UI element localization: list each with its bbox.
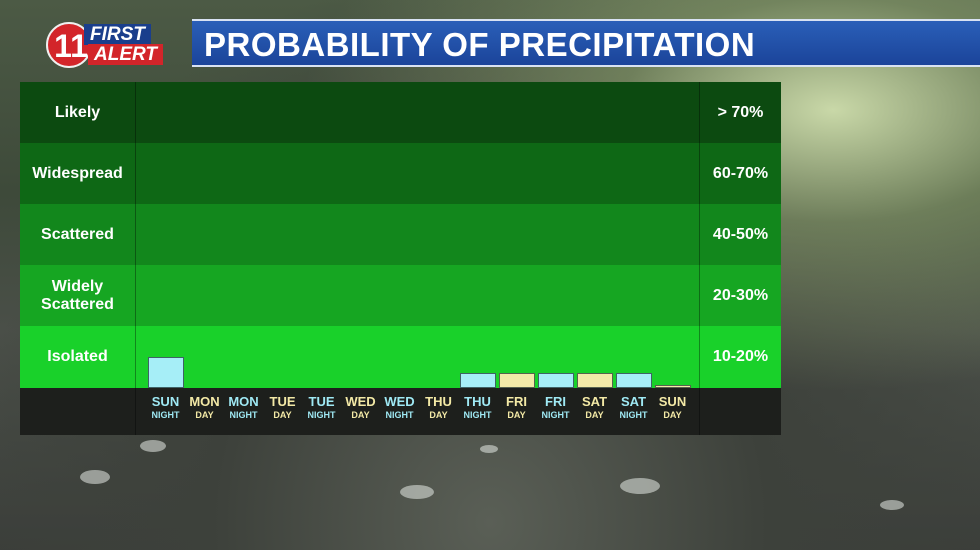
- band-label: Scattered: [41, 225, 114, 243]
- tick-period-label: DAY: [507, 410, 526, 420]
- tick-day-label: SUN: [658, 394, 687, 409]
- rain-splash: [620, 478, 660, 494]
- right-divider: [699, 82, 700, 435]
- band-range: 20-30%: [712, 286, 769, 304]
- bar-sat-night: [615, 372, 652, 388]
- station-logo: 11 FIRST ALERT: [46, 22, 180, 68]
- x-axis-row: [20, 388, 781, 435]
- x-tick: WED NIGHT: [380, 395, 419, 421]
- tick-day-label: SUN: [151, 394, 180, 409]
- rain-splash: [880, 500, 904, 510]
- band-range: 40-50%: [712, 225, 769, 243]
- band-widely-scattered: Widely Scattered 20-30%: [20, 265, 781, 326]
- tick-period-label: DAY: [195, 410, 214, 420]
- tick-day-label: THU: [425, 394, 452, 409]
- x-tick: THU DAY: [419, 395, 458, 421]
- band-range: > 70%: [717, 103, 764, 121]
- x-tick: WED DAY: [341, 395, 380, 421]
- tick-period-label: NIGHT: [619, 410, 648, 420]
- tick-period-label: DAY: [273, 410, 292, 420]
- tick-day-label: TUE: [269, 394, 296, 409]
- bar-sat-day: [576, 372, 613, 388]
- x-tick: SUN DAY: [653, 395, 692, 421]
- bar-fri-day: [498, 372, 535, 388]
- tick-period-label: DAY: [585, 410, 604, 420]
- x-tick: SAT DAY: [575, 395, 614, 421]
- tick-day-label: FRI: [506, 394, 527, 409]
- tick-day-label: FRI: [545, 394, 566, 409]
- logo-number: 11: [54, 28, 88, 64]
- band-label: Widespread: [32, 164, 123, 182]
- logo-first: FIRST: [84, 24, 151, 45]
- x-tick: MON NIGHT: [224, 395, 263, 421]
- band-scattered: Scattered 40-50%: [20, 204, 781, 265]
- x-tick: SUN NIGHT: [146, 395, 185, 421]
- rain-splash: [480, 445, 498, 453]
- bar-sun-night: [147, 357, 184, 388]
- tick-day-label: SAT: [581, 394, 608, 409]
- band-isolated: Isolated 10-20%: [20, 326, 781, 388]
- precip-chart: Likely > 70% Widespread 60-70% Scattered…: [20, 82, 781, 435]
- tick-period-label: DAY: [663, 410, 682, 420]
- band-label: Isolated: [47, 347, 108, 365]
- tick-period-label: DAY: [429, 410, 448, 420]
- band-widespread: Widespread 60-70%: [20, 143, 781, 204]
- x-tick: FRI NIGHT: [536, 395, 575, 421]
- bar-fri-night: [537, 372, 574, 388]
- tick-day-label: MON: [228, 394, 259, 409]
- bar-sun-day: [654, 384, 691, 388]
- left-divider: [135, 82, 136, 435]
- tick-period-label: NIGHT: [229, 410, 258, 420]
- band-label: Likely: [54, 103, 101, 121]
- tick-day-label: MON: [189, 394, 220, 409]
- tick-day-label: TUE: [308, 394, 335, 409]
- x-tick: SAT NIGHT: [614, 395, 653, 421]
- chart-title: PROBABILITY OF PRECIPITATION: [204, 26, 756, 63]
- tick-period-label: NIGHT: [151, 410, 180, 420]
- tick-day-label: SAT: [620, 394, 647, 409]
- x-tick: THU NIGHT: [458, 395, 497, 421]
- x-tick: MON DAY: [185, 395, 224, 421]
- tick-day-label: THU: [464, 394, 491, 409]
- x-tick: FRI DAY: [497, 395, 536, 421]
- tick-period-label: NIGHT: [463, 410, 492, 420]
- logo-wordmark: FIRST ALERT: [84, 24, 180, 65]
- logo-alert: ALERT: [88, 44, 163, 65]
- tick-day-label: WED: [345, 394, 376, 409]
- tick-period-label: NIGHT: [307, 410, 336, 420]
- tick-day-label: WED: [384, 394, 415, 409]
- title-bar: PROBABILITY OF PRECIPITATION: [192, 19, 980, 67]
- band-likely: Likely > 70%: [20, 82, 781, 143]
- tick-period-label: NIGHT: [385, 410, 414, 420]
- band-label: Widely Scattered: [41, 277, 114, 313]
- band-range: 10-20%: [712, 347, 769, 365]
- bar-thu-night: [459, 372, 496, 388]
- band-range: 60-70%: [712, 164, 769, 182]
- rain-splash: [400, 485, 434, 499]
- rain-splash: [140, 440, 166, 452]
- rain-splash: [80, 470, 110, 484]
- tick-period-label: NIGHT: [541, 410, 570, 420]
- tick-period-label: DAY: [351, 410, 370, 420]
- plot-area: [136, 82, 700, 388]
- x-tick: TUE DAY: [263, 395, 302, 421]
- x-tick: TUE NIGHT: [302, 395, 341, 421]
